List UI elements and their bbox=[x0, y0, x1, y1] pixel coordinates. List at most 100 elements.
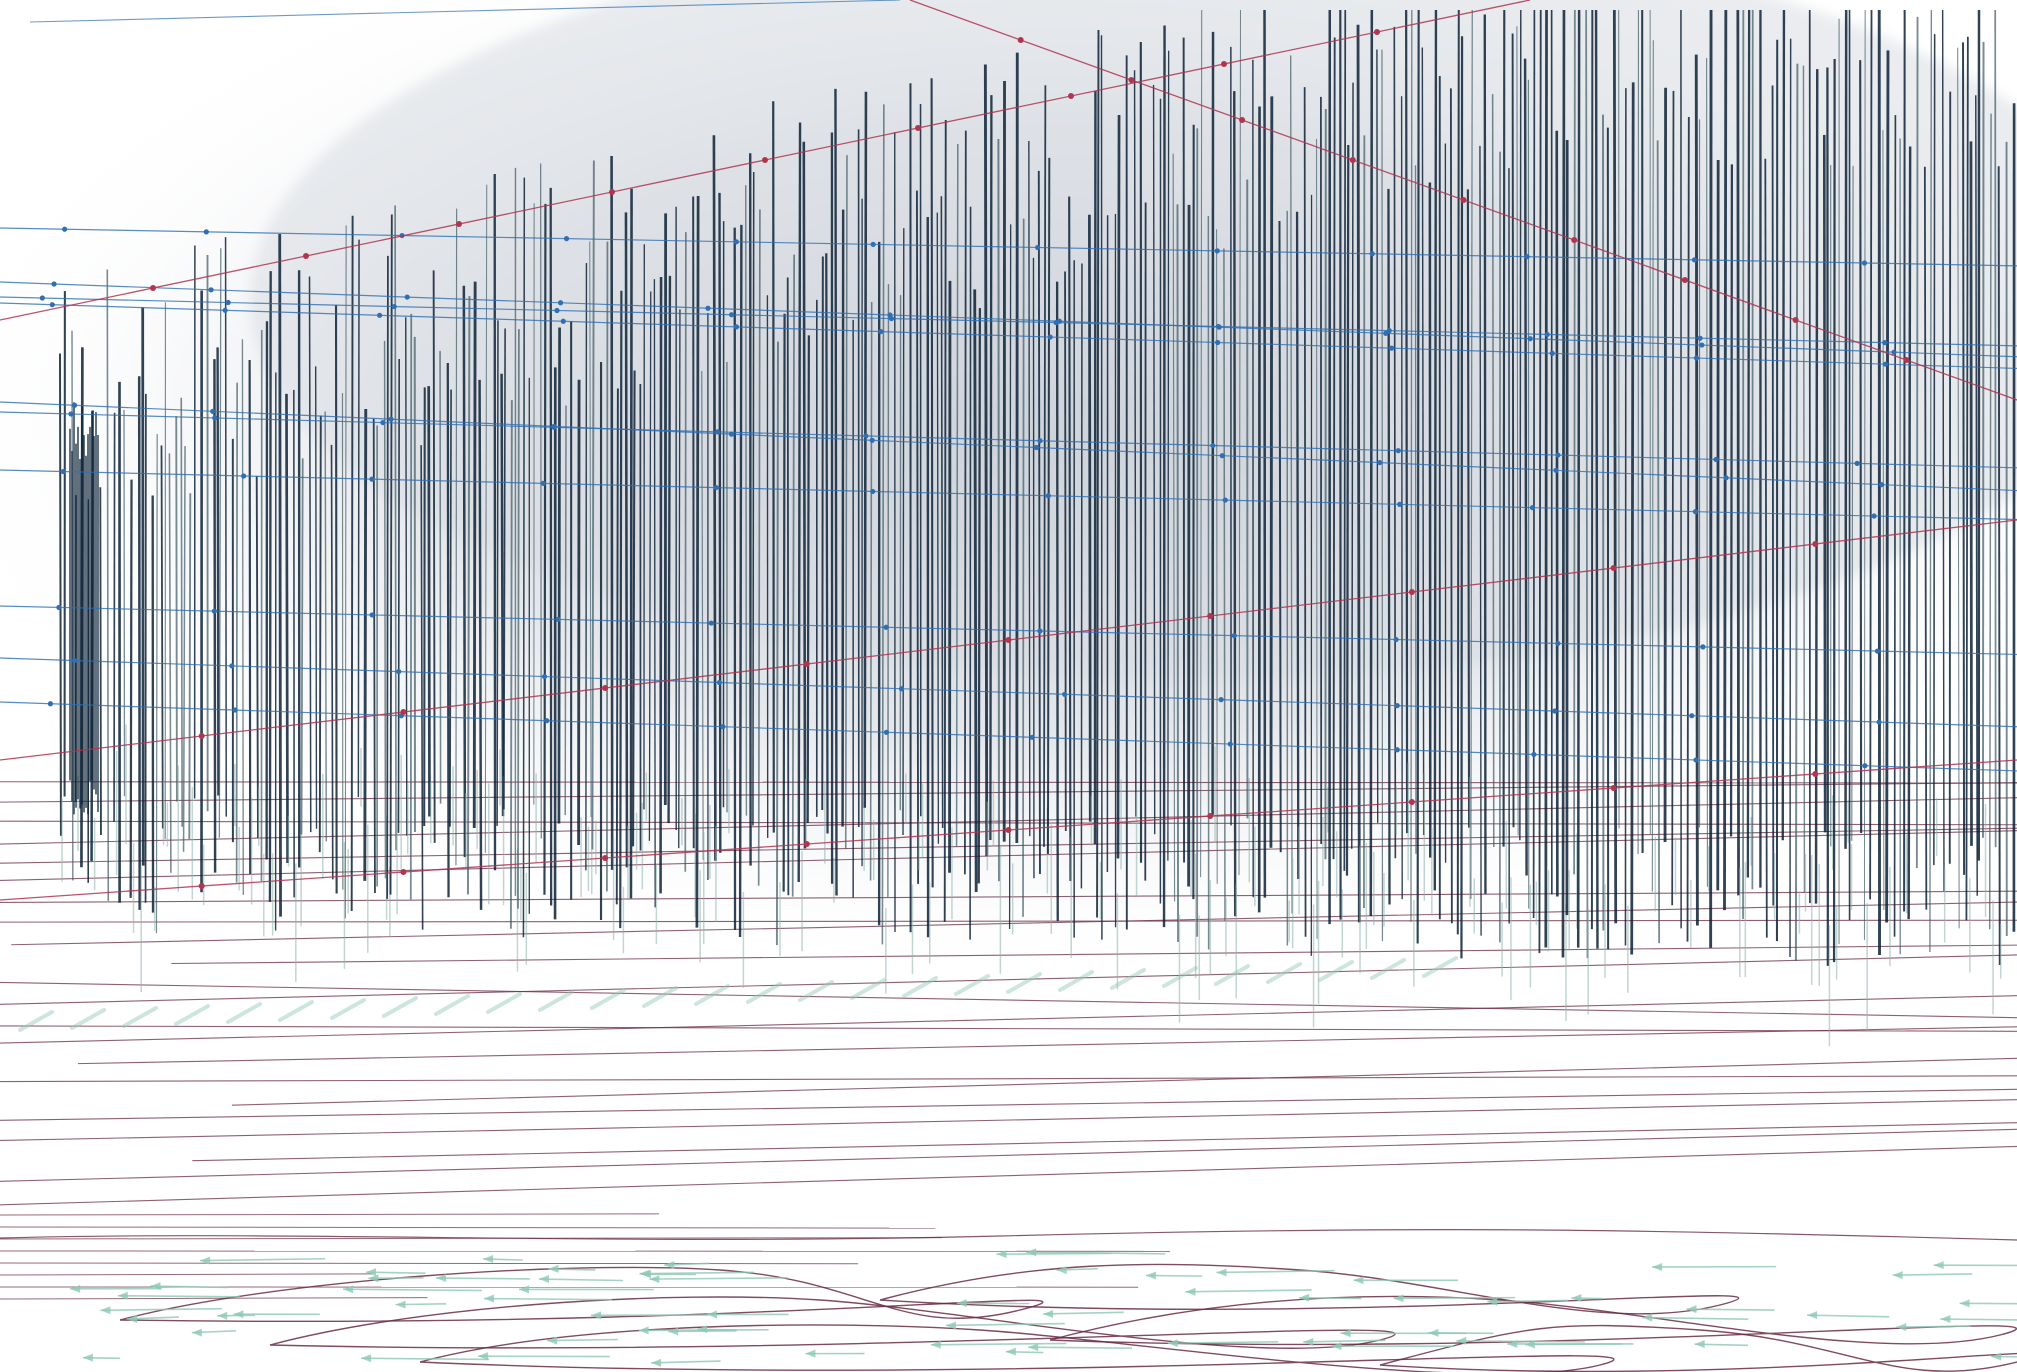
maroon-line bbox=[0, 1273, 373, 1276]
mint-dash bbox=[1214, 964, 1250, 986]
blue-dot bbox=[1397, 501, 1403, 507]
blue-dot bbox=[211, 608, 217, 614]
spike bbox=[386, 255, 389, 899]
mint-dash bbox=[122, 1006, 158, 1028]
mint-stroke bbox=[1642, 1316, 1749, 1320]
mint-dash bbox=[486, 992, 522, 1014]
blue-dot bbox=[49, 302, 55, 308]
spike bbox=[188, 493, 192, 840]
red-dot bbox=[456, 221, 462, 227]
spike bbox=[1663, 87, 1668, 842]
spike bbox=[806, 335, 810, 824]
blue-dot bbox=[1215, 323, 1222, 330]
mint-arrowhead bbox=[368, 1274, 379, 1283]
maroon-line bbox=[231, 1057, 2017, 1106]
wave-loop bbox=[879, 1263, 1740, 1315]
spike bbox=[318, 415, 322, 853]
spike bbox=[344, 225, 347, 919]
blue-line bbox=[0, 657, 2017, 728]
mint-arrowhead bbox=[127, 1314, 138, 1323]
blue-line bbox=[0, 701, 2017, 772]
blue-dot bbox=[56, 604, 62, 611]
spike bbox=[684, 232, 687, 872]
spike bbox=[1387, 188, 1391, 905]
spike bbox=[1233, 91, 1237, 917]
blue-dot bbox=[863, 433, 869, 439]
spike bbox=[182, 446, 186, 852]
blue-dot bbox=[1874, 648, 1881, 654]
spike bbox=[1200, 9, 1203, 878]
spike bbox=[449, 389, 452, 827]
blue-dot bbox=[369, 612, 375, 618]
mint-arrowhead bbox=[538, 1275, 549, 1284]
mint-stroke bbox=[1991, 1355, 2017, 1358]
spike bbox=[1096, 29, 1100, 918]
mint-dash bbox=[694, 984, 730, 1006]
spike bbox=[1814, 69, 1819, 904]
spike bbox=[1965, 36, 1969, 921]
spike bbox=[782, 313, 786, 892]
spike bbox=[1630, 82, 1635, 955]
spike bbox=[1781, 9, 1786, 841]
spike bbox=[887, 284, 890, 898]
maroon-line bbox=[0, 1297, 428, 1300]
blue-dot bbox=[1529, 505, 1536, 511]
spike bbox=[738, 224, 743, 937]
spike bbox=[278, 233, 282, 917]
mint-stroke bbox=[117, 1294, 240, 1298]
spike bbox=[745, 185, 748, 816]
mint-arrowhead bbox=[1892, 1271, 1903, 1280]
spike bbox=[802, 141, 807, 849]
spike bbox=[522, 177, 526, 938]
mint-arrowhead bbox=[1331, 1342, 1342, 1351]
blue-dot bbox=[1219, 453, 1225, 459]
spike bbox=[496, 320, 499, 826]
blue-dot bbox=[241, 473, 247, 479]
mint-arrowhead bbox=[483, 1294, 494, 1303]
mint-arrowhead bbox=[117, 1291, 128, 1300]
blue-dot bbox=[71, 402, 78, 408]
spike bbox=[1172, 153, 1176, 902]
spike bbox=[1022, 218, 1025, 917]
vertical-spike-field bbox=[58, 9, 2016, 1047]
mint-arrowhead bbox=[664, 1261, 675, 1270]
spike bbox=[1511, 33, 1515, 828]
spike bbox=[977, 308, 981, 884]
spike bbox=[1764, 158, 1768, 938]
blue-dot bbox=[1218, 697, 1224, 703]
spike bbox=[455, 208, 458, 866]
spike bbox=[1863, 9, 1866, 940]
mint-arrowhead bbox=[1933, 1261, 1944, 1270]
red-dot bbox=[1681, 277, 1688, 283]
spike bbox=[606, 241, 609, 892]
mint-dash bbox=[330, 998, 366, 1020]
red-dot bbox=[1792, 317, 1799, 323]
blue-dot bbox=[869, 437, 875, 443]
spike bbox=[869, 302, 873, 881]
mint-arrowhead bbox=[651, 1358, 662, 1367]
mint-stroke bbox=[436, 1277, 530, 1280]
spike bbox=[591, 160, 595, 850]
mint-stroke bbox=[649, 1277, 788, 1280]
spike bbox=[1789, 38, 1792, 958]
mint-arrowhead bbox=[1642, 1313, 1653, 1322]
spike bbox=[1351, 82, 1354, 849]
spike bbox=[653, 279, 656, 908]
blue-dot bbox=[720, 724, 726, 730]
spike bbox=[420, 445, 424, 930]
spike bbox=[1491, 94, 1495, 847]
blue-line bbox=[0, 296, 2017, 347]
maroon-line bbox=[171, 944, 2017, 965]
mint-dash bbox=[1058, 970, 1094, 992]
spike bbox=[113, 412, 116, 822]
maroon-line bbox=[0, 1075, 2017, 1083]
blue-dot bbox=[1723, 475, 1729, 481]
spike bbox=[1400, 96, 1403, 900]
mint-arrowhead bbox=[1028, 1343, 1039, 1352]
mint-arrowhead bbox=[1393, 1294, 1404, 1303]
spike bbox=[930, 78, 934, 888]
spike bbox=[1893, 115, 1897, 937]
spike bbox=[1290, 55, 1293, 914]
spike bbox=[1885, 50, 1890, 923]
